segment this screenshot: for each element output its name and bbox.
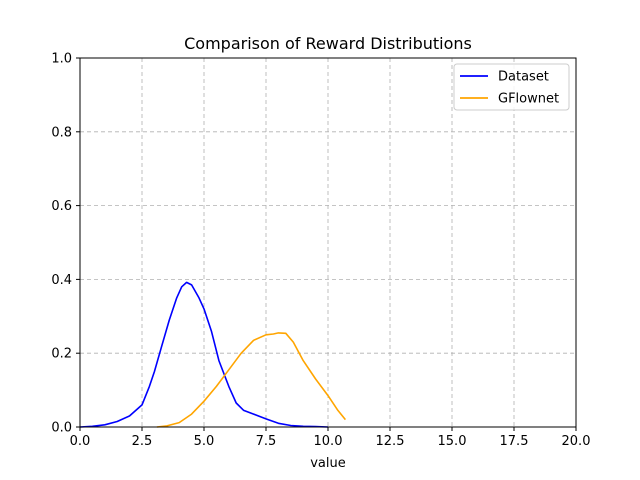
series-line-dataset [79,281,329,428]
y-tick-label: 0.8 [51,125,72,140]
legend-label-gflownet: GFlownet [498,92,559,107]
y-tick-label: 0.6 [51,199,72,214]
x-tick-label: 0.0 [70,434,91,449]
x-tick-label: 7.5 [256,434,277,449]
x-tick-label: 12.5 [376,434,405,449]
y-tick-label: 0.0 [51,421,72,436]
x-tick-label: 15.0 [438,434,467,449]
x-axis-label: value [310,456,346,471]
series-group [79,281,347,428]
x-tick-label: 5.0 [194,434,215,449]
y-tick-label: 0.2 [51,347,72,362]
y-tick-label: 1.0 [51,52,72,67]
x-axis: 0.0 2.5 5.0 7.5 10.0 12.5 15.0 17.5 20.0 [70,427,591,449]
y-tick-label: 0.4 [51,273,72,288]
x-tick-label: 10.0 [314,434,343,449]
chart-title: Comparison of Reward Distributions [184,34,472,53]
legend: Dataset GFlownet [453,63,570,111]
series-line-gflownet [156,332,347,428]
x-tick-label: 2.5 [132,434,153,449]
x-tick-label: 20.0 [562,434,591,449]
x-tick-label: 17.5 [500,434,529,449]
y-axis: 0.0 0.2 0.4 0.6 0.8 1.0 [51,52,80,436]
legend-label-dataset: Dataset [498,70,549,85]
